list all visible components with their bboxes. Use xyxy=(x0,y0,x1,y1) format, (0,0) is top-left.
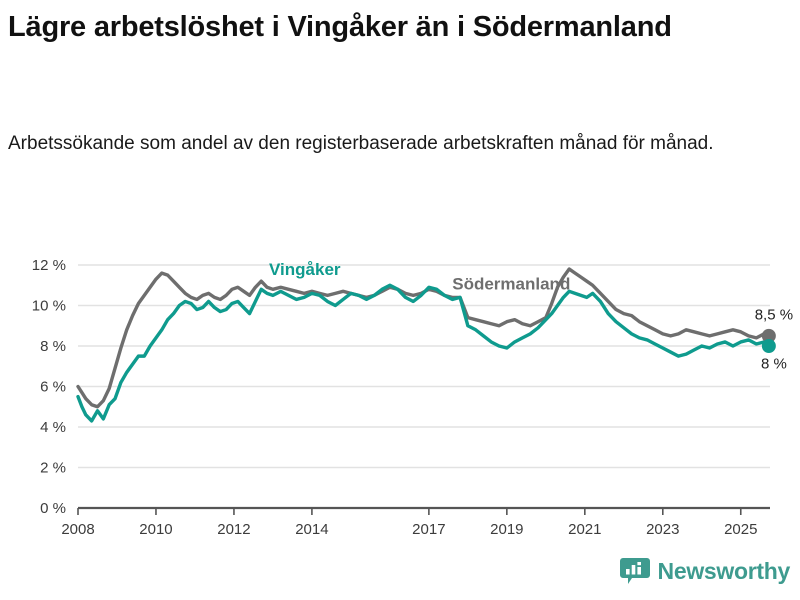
x-axis-tick-label: 2017 xyxy=(412,521,445,538)
x-axis-tick-label: 2023 xyxy=(646,521,679,538)
chart-subtitle: Arbetssökande som andel av den registerb… xyxy=(8,133,714,154)
x-axis-tick-label: 2008 xyxy=(61,521,94,538)
series-name-label: Vingåker xyxy=(269,260,341,279)
line-chart-svg: 0 % 2 % 4 % 6 % 8 % 10 % 12 % 2008 2010 2012 2014 2… xyxy=(32,257,793,538)
x-axis-tick-label: 2014 xyxy=(295,521,328,538)
y-axis-tick-label: 8 % xyxy=(40,338,66,355)
series-endpoint-vingker xyxy=(761,339,776,353)
chart-plot: 0 % 2 % 4 % 6 % 8 % 10 % 12 % 2008 2010 2012 2014 2… xyxy=(0,232,800,542)
y-axis-tick-label: 12 % xyxy=(32,257,66,274)
bar-chart-bubble-icon xyxy=(619,558,650,584)
x-axis-tick-label: 2019 xyxy=(490,521,523,538)
y-axis-tick-label: 0 % xyxy=(40,500,66,517)
x-axis-tick-label: 2025 xyxy=(724,521,757,538)
logo-wordmark: Newsworthy xyxy=(657,558,791,584)
y-axis-tick-label: 2 % xyxy=(40,460,66,477)
y-axis-tick-label: 10 % xyxy=(32,298,66,315)
x-axis-tick-label: 2021 xyxy=(568,521,601,538)
newsworthy-logo[interactable]: Newsworthy xyxy=(619,556,791,586)
y-axis-tick-label: 6 % xyxy=(40,379,66,396)
y-axis-tick-label: 4 % xyxy=(40,419,66,436)
series-name-label: Södermanland xyxy=(452,274,570,293)
series-endpoint-sdermanland xyxy=(761,328,776,343)
page-title: Lägre arbetslöshet i Vingåker än i Söder… xyxy=(8,11,672,43)
endpoint-value-label: 8 % xyxy=(761,355,787,372)
x-axis-tick-label: 2010 xyxy=(139,521,172,538)
endpoint-value-label: 8,5 % xyxy=(755,307,793,324)
x-axis-tick-label: 2012 xyxy=(217,521,250,538)
series-line-vingker xyxy=(76,283,771,423)
chart-footer: Newsworthy xyxy=(0,548,800,600)
